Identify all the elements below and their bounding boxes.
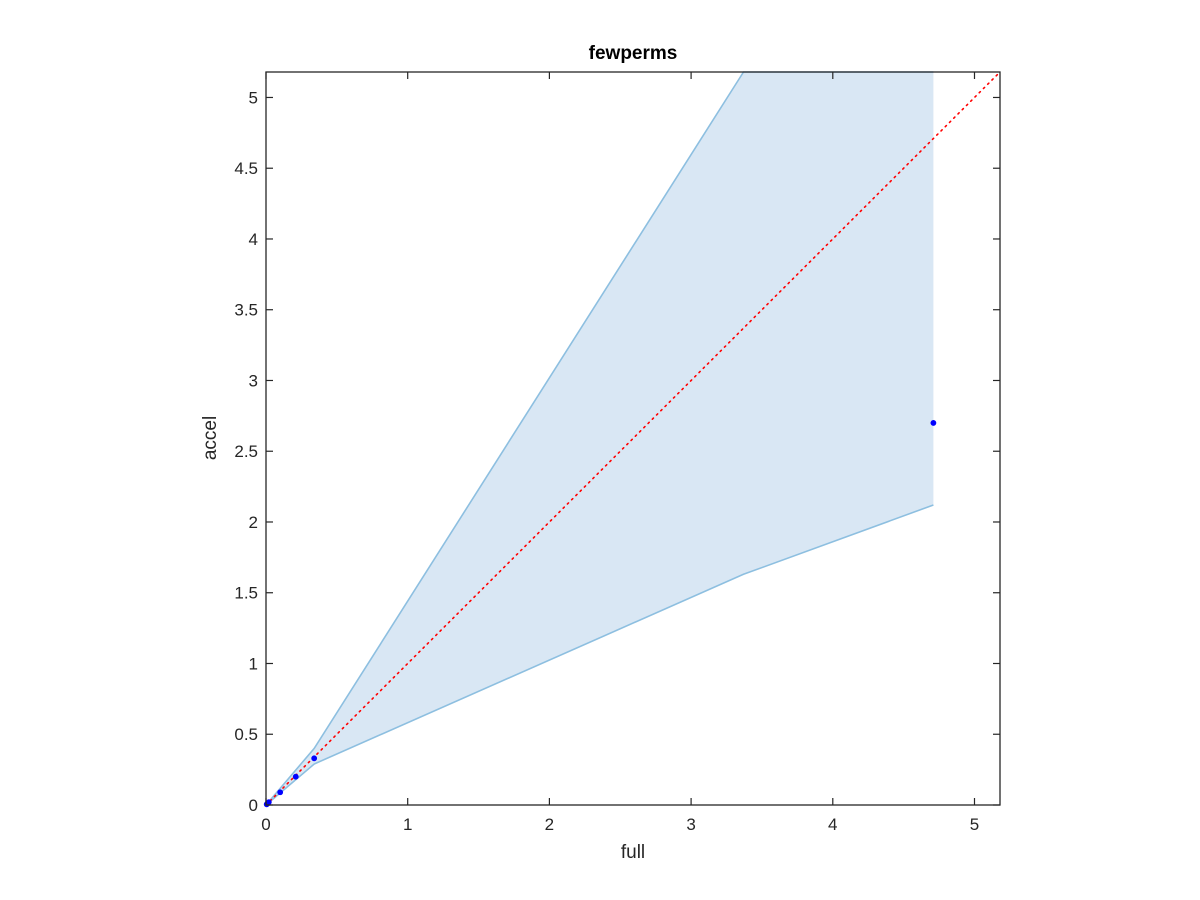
y-tick-label: 2 bbox=[249, 513, 258, 532]
data-point bbox=[277, 789, 284, 796]
data-point bbox=[311, 755, 318, 762]
y-tick-label: 3 bbox=[249, 371, 258, 390]
x-tick-label: 0 bbox=[261, 815, 270, 834]
x-tick-label: 4 bbox=[828, 815, 837, 834]
band-lower-edge bbox=[265, 504, 934, 806]
x-tick-label: 2 bbox=[545, 815, 554, 834]
y-tick-label: 4 bbox=[249, 230, 258, 249]
data-point bbox=[930, 420, 937, 426]
chart-title: fewperms bbox=[589, 43, 678, 64]
ticks-layer: 0 1 2 3 4 5 0 0.5 1 1.5 2 2.5 3 3.5 4 4.5 5 bbox=[234, 72, 1000, 834]
data-point bbox=[265, 799, 272, 806]
y-tick-label: 1 bbox=[249, 654, 258, 673]
x-tick-label: 3 bbox=[686, 815, 695, 834]
y-tick-label: 0 bbox=[249, 796, 258, 815]
y-tick-label: 1.5 bbox=[234, 584, 258, 603]
reference-line bbox=[265, 71, 1001, 806]
axes-box bbox=[265, 71, 1001, 806]
y-tick-label: 5 bbox=[249, 88, 258, 107]
data-point bbox=[292, 773, 299, 780]
x-axis-label: full bbox=[621, 842, 645, 863]
plot-area: 0 1 2 3 4 5 0 0.5 1 1.5 2 2.5 3 3.5 4 4.5 5 bbox=[234, 71, 1001, 834]
x-tick-label: 1 bbox=[403, 815, 412, 834]
y-tick-label: 2.5 bbox=[234, 442, 258, 461]
band-fill bbox=[266, 72, 934, 805]
y-tick-label: 4.5 bbox=[234, 159, 258, 178]
y-axis-label: accel bbox=[200, 416, 221, 460]
y-tick-label: 0.5 bbox=[234, 725, 258, 744]
y-tick-label: 3.5 bbox=[234, 301, 258, 320]
x-tick-label: 5 bbox=[970, 815, 979, 834]
reference-line-layer bbox=[265, 71, 1001, 806]
